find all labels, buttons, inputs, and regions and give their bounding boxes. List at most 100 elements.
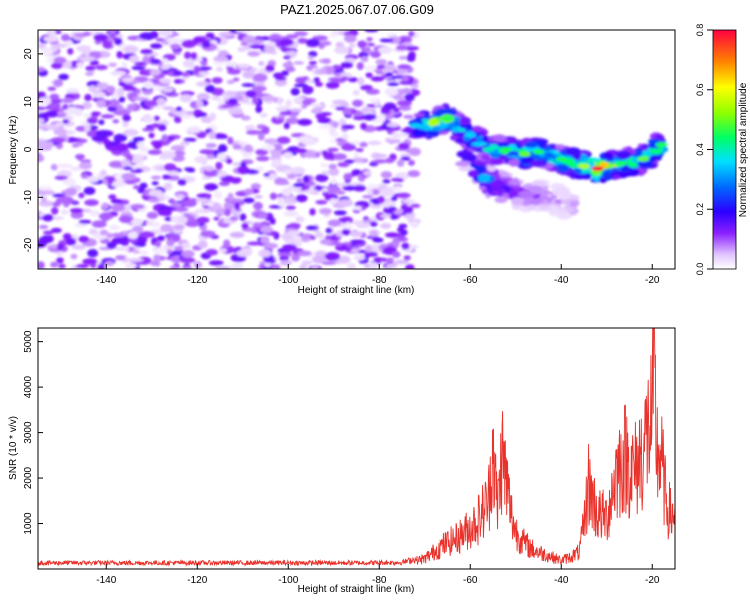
noise-cell <box>394 185 402 193</box>
noise-cell <box>301 260 313 266</box>
y-tick-label: 2000 <box>23 466 34 489</box>
noise-cell <box>233 202 241 211</box>
noise-cell <box>170 43 181 50</box>
noise-cell <box>344 221 352 230</box>
noise-cell <box>393 95 405 101</box>
noise-cell <box>407 170 421 178</box>
noise-cell <box>133 185 140 190</box>
signal-cell <box>472 127 487 133</box>
noise-cell <box>244 144 253 153</box>
noise-cell <box>159 155 168 160</box>
noise-cell <box>349 239 366 244</box>
noise-cell <box>142 55 150 65</box>
noise-cell <box>386 122 400 128</box>
noise-cell <box>400 156 411 161</box>
noise-cell <box>181 39 197 48</box>
noise-cell <box>365 244 373 253</box>
signal-cell <box>570 171 576 180</box>
noise-cell <box>136 141 145 148</box>
snr-y-axis-label: SNR (10 * v/v) <box>8 416 19 480</box>
noise-cell <box>70 211 84 219</box>
noise-cell <box>201 40 211 49</box>
noise-cell <box>386 257 394 263</box>
noise-cell <box>340 61 354 69</box>
noise-cell <box>314 231 324 238</box>
noise-cell <box>76 154 83 161</box>
noise-cell <box>372 154 388 158</box>
noise-cell <box>277 115 286 120</box>
noise-cell <box>356 62 364 71</box>
secondary-cell <box>510 197 524 206</box>
noise-cell <box>111 237 127 245</box>
noise-cell <box>56 163 73 168</box>
noise-cell <box>325 227 333 234</box>
secondary-cell <box>526 204 536 211</box>
noise-cell <box>396 192 411 199</box>
noise-cell <box>335 41 345 48</box>
noise-cell <box>50 227 62 233</box>
noise-cell <box>205 32 215 38</box>
noise-cell <box>334 46 350 54</box>
y-tick-label: -10 <box>23 190 34 205</box>
noise-cell <box>318 124 333 129</box>
noise-cell <box>227 97 238 106</box>
secondary-cell <box>531 188 542 195</box>
noise-cell <box>385 72 394 77</box>
noise-cell <box>58 196 74 203</box>
noise-cell <box>261 95 276 102</box>
noise-cell <box>200 230 216 238</box>
noise-cell <box>96 83 106 89</box>
noise-cell <box>107 176 114 185</box>
noise-cell <box>134 241 147 247</box>
signal-cell <box>627 161 638 168</box>
noise-cell <box>121 77 134 83</box>
noise-cell <box>290 166 306 175</box>
noise-cell <box>172 51 181 55</box>
noise-cell <box>62 119 70 124</box>
noise-cell <box>352 184 367 192</box>
noise-cell <box>263 172 271 177</box>
noise-cell <box>153 254 161 262</box>
noise-cell <box>179 257 196 264</box>
signal-cell <box>491 158 504 165</box>
noise-cell <box>98 212 114 220</box>
signal-cell <box>456 131 467 137</box>
secondary-cell <box>529 198 544 204</box>
noise-cell <box>146 211 159 220</box>
x-tick-label: -120 <box>187 575 207 586</box>
noise-cell <box>317 117 331 124</box>
noise-cell <box>396 44 408 51</box>
noise-cell <box>305 225 319 231</box>
noise-cell <box>297 37 308 44</box>
noise-cell <box>362 195 374 199</box>
noise-cell <box>297 118 312 126</box>
noise-cell <box>401 76 409 82</box>
noise-cell <box>245 169 259 175</box>
noise-cell <box>282 244 297 251</box>
noise-cell <box>140 49 154 55</box>
noise-cell <box>174 79 182 84</box>
signal-cell <box>420 124 432 131</box>
noise-cell <box>200 60 208 66</box>
noise-cell <box>142 127 156 132</box>
noise-cell <box>226 66 234 70</box>
noise-cell <box>145 221 153 226</box>
noise-cell <box>325 81 340 89</box>
noise-cell <box>172 70 183 76</box>
noise-cell <box>123 129 139 136</box>
noise-cell <box>302 139 317 146</box>
signal-cell <box>459 116 472 126</box>
noise-cell <box>227 136 234 145</box>
noise-cell <box>108 194 117 200</box>
noise-cell <box>49 93 60 101</box>
noise-cell <box>323 151 335 160</box>
noise-cell <box>162 58 169 66</box>
noise-cell <box>355 148 364 153</box>
noise-cell <box>227 68 241 75</box>
noise-cell <box>78 235 90 243</box>
noise-cell <box>196 112 208 118</box>
noise-cell <box>285 34 298 39</box>
noise-cell <box>380 109 391 115</box>
signal-peak <box>614 161 627 167</box>
